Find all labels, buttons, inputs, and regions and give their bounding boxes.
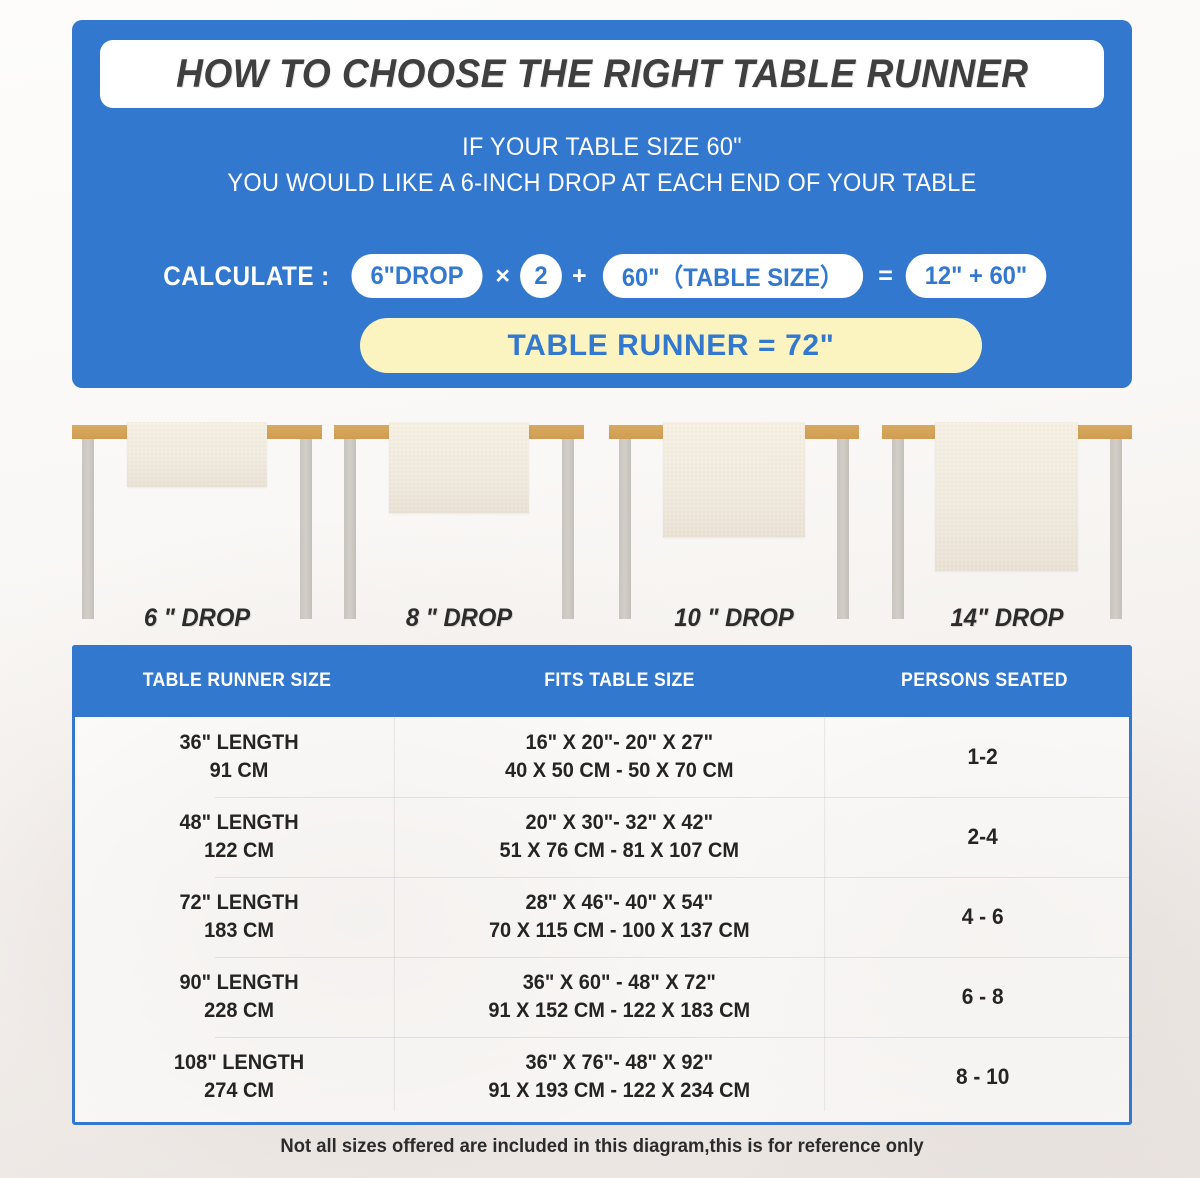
multiply-operator-icon: × — [495, 261, 510, 290]
table-leg-right-icon — [1110, 439, 1122, 619]
table-runner-icon — [935, 422, 1078, 571]
cell-persons-seated: 4 - 6 — [961, 904, 1004, 930]
cell-persons-seated: 2-4 — [967, 824, 998, 850]
cell-fits-table-size: 36" X 60" - 48" X 72" 91 X 152 CM - 122 … — [414, 951, 825, 1032]
fits-cm: 91 X 152 CM - 122 X 183 CM — [488, 999, 751, 1022]
drop-label: 10 " DROP — [674, 604, 794, 632]
footnote: Not all sizes offered are included in th… — [280, 1136, 924, 1157]
runner-size-inches: 90" LENGTH — [179, 971, 299, 995]
fits-inches: 16" X 20"- 20" X 27" — [525, 731, 714, 755]
multiplier-pill: 2 — [520, 254, 562, 298]
table-row: 90" LENGTH 228 CM 36" X 60" - 48" X 72" … — [75, 951, 1129, 1037]
drop-label: 6 " DROP — [143, 604, 251, 632]
drop-illustration-6: 6 " DROP — [72, 422, 322, 632]
column-header-runner-size: TABLE RUNNER SIZE — [142, 670, 332, 691]
runner-size-cm: 274 CM — [204, 1079, 274, 1102]
table-runner-icon — [663, 422, 805, 537]
table-row: 48" LENGTH 122 CM 20" X 30"- 32" X 42" 5… — [75, 791, 1129, 877]
cell-persons-seated: 8 - 10 — [955, 1064, 1010, 1090]
runner-size-inches: 36" LENGTH — [179, 731, 299, 755]
fits-inches: 20" X 30"- 32" X 42" — [525, 811, 714, 835]
table-body: 36" LENGTH 91 CM 16" X 20"- 20" X 27" 40… — [75, 711, 1129, 1122]
drop-illustration-14: 14" DROP — [882, 422, 1132, 632]
cell-runner-size: 72" LENGTH 183 CM — [83, 871, 396, 952]
table-leg-left-icon — [619, 439, 631, 619]
table-row: 108" LENGTH 274 CM 36" X 76"- 48" X 92" … — [75, 1031, 1129, 1117]
fits-cm: 91 X 193 CM - 122 X 234 CM — [488, 1079, 751, 1102]
fits-cm: 70 X 115 CM - 100 X 137 CM — [489, 919, 750, 942]
table-leg-right-icon — [300, 439, 312, 619]
cell-persons-seated: 1-2 — [967, 744, 998, 770]
table-runner-icon — [389, 422, 529, 513]
size-table: TABLE RUNNER SIZE FITS TABLE SIZE PERSON… — [72, 645, 1132, 1125]
subtitle: IF YOUR TABLE SIZE 60" YOU WOULD LIKE A … — [104, 130, 1100, 201]
cell-fits-table-size: 36" X 76"- 48" X 92" 91 X 193 CM - 122 X… — [414, 1031, 825, 1112]
equals-operator-icon: = — [878, 261, 893, 290]
table-runner-icon — [127, 422, 267, 487]
drop-illustration-8: 8 " DROP — [334, 422, 584, 632]
drop-illustrations: 6 " DROP 8 " DROP 10 " DROP 14" DROP — [72, 422, 1132, 632]
runner-size-inches: 108" LENGTH — [173, 1051, 305, 1075]
table-leg-right-icon — [837, 439, 849, 619]
cell-fits-table-size: 20" X 30"- 32" X 42" 51 X 76 CM - 81 X 1… — [414, 791, 825, 872]
column-header-persons: PERSONS SEATED — [901, 670, 1068, 691]
page-title: HOW TO CHOOSE THE RIGHT TABLE RUNNER — [175, 51, 1029, 96]
runner-size-inches: 72" LENGTH — [179, 891, 299, 915]
drop-value-pill: 6"DROP — [351, 254, 483, 298]
table-leg-left-icon — [892, 439, 904, 619]
cell-persons-seated: 6 - 8 — [961, 984, 1004, 1010]
table-size-pill: 60"（TABLE SIZE） — [602, 254, 863, 298]
cell-runner-size: 90" LENGTH 228 CM — [83, 951, 396, 1032]
fits-inches: 28" X 46"- 40" X 54" — [525, 891, 714, 915]
subtitle-line-2: YOU WOULD LIKE A 6-INCH DROP AT EACH END… — [227, 168, 977, 197]
column-header-fits-table: FITS TABLE SIZE — [544, 670, 695, 691]
runner-size-cm: 183 CM — [204, 919, 274, 942]
fits-inches: 36" X 60" - 48" X 72" — [522, 971, 716, 995]
cell-fits-table-size: 16" X 20"- 20" X 27" 40 X 50 CM - 50 X 7… — [414, 711, 825, 792]
sum-pill: 12" + 60" — [905, 254, 1046, 298]
fits-cm: 40 X 50 CM - 50 X 70 CM — [505, 759, 734, 782]
title-box: HOW TO CHOOSE THE RIGHT TABLE RUNNER — [100, 40, 1104, 108]
drop-illustration-10: 10 " DROP — [609, 422, 859, 632]
calculation-row: CALCULATE : 6"DROP × 2 + 60"（TABLE SIZE）… — [72, 252, 1132, 300]
cell-runner-size: 108" LENGTH 274 CM — [83, 1031, 396, 1112]
runner-size-cm: 228 CM — [204, 999, 274, 1022]
fits-cm: 51 X 76 CM - 81 X 107 CM — [499, 839, 740, 862]
runner-size-cm: 122 CM — [204, 839, 274, 862]
drop-label: 8 " DROP — [405, 604, 513, 632]
runner-size-cm: 91 CM — [209, 759, 269, 782]
table-row: 72" LENGTH 183 CM 28" X 46"- 40" X 54" 7… — [75, 871, 1129, 957]
drop-label: 14" DROP — [950, 604, 1064, 632]
plus-operator-icon: + — [571, 261, 587, 290]
table-leg-left-icon — [82, 439, 94, 619]
fits-inches: 36" X 76"- 48" X 92" — [525, 1051, 714, 1075]
table-leg-right-icon — [562, 439, 574, 619]
subtitle-line-1: IF YOUR TABLE SIZE 60" — [462, 133, 742, 161]
table-header-row: TABLE RUNNER SIZE FITS TABLE SIZE PERSON… — [72, 645, 1132, 717]
cell-fits-table-size: 28" X 46"- 40" X 54" 70 X 115 CM - 100 X… — [414, 871, 825, 952]
runner-size-inches: 48" LENGTH — [179, 811, 299, 835]
table-leg-left-icon — [344, 439, 356, 619]
intro-panel: HOW TO CHOOSE THE RIGHT TABLE RUNNER IF … — [72, 20, 1132, 388]
result-banner: TABLE RUNNER = 72" — [360, 318, 982, 373]
cell-runner-size: 48" LENGTH 122 CM — [83, 791, 396, 872]
cell-runner-size: 36" LENGTH 91 CM — [83, 711, 396, 792]
table-row: 36" LENGTH 91 CM 16" X 20"- 20" X 27" 40… — [75, 711, 1129, 797]
calculate-label: CALCULATE : — [163, 260, 331, 291]
